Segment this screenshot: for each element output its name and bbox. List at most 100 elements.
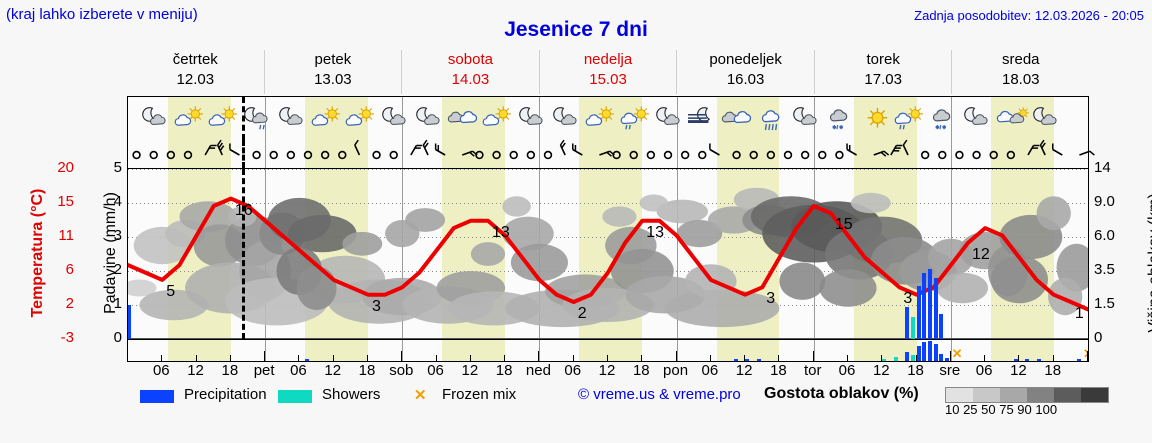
- page-title: Jesenice 7 dni: [504, 18, 648, 41]
- precipitation-bar: [305, 359, 310, 361]
- precipitation-bar: [1013, 359, 1018, 361]
- precipitation-bar: [933, 277, 938, 339]
- day-divider: [265, 140, 267, 168]
- x-axis-label: sob: [389, 362, 414, 379]
- day-header-torek: torek 17.03: [815, 50, 953, 94]
- temperature-tick: -3: [60, 329, 74, 346]
- daylight-band: [168, 340, 231, 361]
- day-divider: [539, 340, 541, 361]
- precipitation-bar: [1036, 359, 1041, 361]
- day-date: 16.03: [726, 71, 765, 88]
- horizontal-gridline: [128, 169, 1088, 170]
- x-axis-label: 06: [838, 362, 856, 379]
- x-axis-tick: [332, 355, 334, 362]
- weather-icon-fog: [688, 97, 722, 140]
- weather-icon-cloud-cloud: [722, 97, 756, 140]
- weather-icon-sun: [859, 97, 893, 140]
- x-axis-tick: [367, 355, 368, 362]
- day-header-ponedeljek: ponedeljek 16.03: [677, 50, 815, 94]
- temperature-value-label: 5: [166, 282, 176, 300]
- precipitation-tick: 1: [113, 295, 122, 312]
- horizontal-gridline: [128, 203, 1088, 204]
- cloud-height-tick: 6.0: [1094, 227, 1115, 244]
- day-header-nedelja: nedelja 15.03: [540, 50, 678, 94]
- density-swatch: [1027, 388, 1054, 402]
- temperature-tick: 6: [65, 261, 74, 278]
- precipitation-bar: [939, 313, 944, 339]
- daylight-band: [853, 140, 917, 168]
- precipitation-bar: [905, 306, 910, 339]
- day-divider: [950, 97, 952, 140]
- x-axis-label: pon: [663, 362, 689, 379]
- x-axis-label: 12: [461, 362, 479, 379]
- temperature-value-label: 3: [903, 290, 913, 308]
- day-date: 18.03: [1001, 71, 1040, 88]
- day-name: sobota: [447, 51, 493, 68]
- x-axis-label: 06: [152, 362, 170, 379]
- x-axis-tick: [195, 355, 197, 362]
- x-axis-tick: [401, 351, 403, 362]
- last-update-label: Zadnja posodobitev: 12.03.2026 - 20:05: [914, 8, 1144, 23]
- copyright-label[interactable]: © vreme.us & vreme.pro: [578, 386, 741, 403]
- day-date: 15.03: [589, 71, 627, 88]
- density-swatch: [1081, 388, 1108, 402]
- x-axis-tick: [264, 351, 266, 362]
- baseline: [128, 338, 1088, 339]
- x-axis-tick: [778, 355, 780, 362]
- x-axis-label: 18: [632, 362, 650, 379]
- precipitation-bar: [1076, 359, 1081, 361]
- x-axis-tick: [469, 355, 471, 362]
- wind-barb-band: [127, 139, 1095, 168]
- x-axis-tick: [298, 355, 300, 362]
- precipitation-tick: 3: [113, 227, 122, 244]
- precipitation-bar: [928, 269, 932, 339]
- x-axis-tick: [641, 355, 643, 362]
- precipitation-bar: [922, 272, 927, 339]
- showers-legend-swatch: [278, 390, 312, 403]
- temperature-value-label: 13: [492, 223, 510, 241]
- day-header-sreda: sreda 18.03: [952, 50, 1089, 94]
- weather-icon-sun-cloud: [311, 97, 345, 140]
- weather-icon-cloud-cloud: [447, 97, 482, 140]
- temperature-curve: [128, 196, 1088, 312]
- day-divider: [676, 169, 678, 339]
- frozen-mix-marker: ✕: [1083, 347, 1088, 360]
- x-axis-label: 12: [872, 362, 890, 379]
- x-axis-label: 06: [427, 362, 444, 379]
- precipitation-bar: [910, 316, 915, 339]
- x-axis-label: 12: [735, 362, 753, 379]
- day-divider: [676, 340, 678, 361]
- temperature-tick: 2: [65, 295, 74, 312]
- daylight-band: [305, 340, 368, 361]
- precipitation-bar: [933, 343, 938, 361]
- x-axis-tick: [538, 351, 540, 362]
- temperature-tick: 11: [58, 227, 74, 244]
- x-axis-label: 12: [324, 362, 342, 379]
- x-axis-tick: [984, 355, 986, 362]
- day-name: sreda: [1001, 51, 1040, 68]
- x-axis-label: 18: [1044, 362, 1062, 379]
- cloud-density-field: [128, 187, 1088, 328]
- cloud-height-tick: 1.5: [1094, 295, 1115, 312]
- x-axis-tick: [949, 351, 951, 362]
- day-name: petek: [314, 51, 352, 68]
- precipitation-bar: [922, 342, 927, 361]
- day-header-četrtek: četrtek 12.03: [127, 50, 265, 94]
- x-axis-tick: [572, 355, 574, 362]
- day-divider: [676, 140, 678, 168]
- weather-icon-sun-cloud-drizzle: [619, 97, 653, 140]
- x-axis-label: 06: [564, 362, 582, 379]
- precip-axis-marker: [128, 305, 131, 339]
- day-divider: [539, 140, 541, 168]
- x-axis-label: ned: [525, 362, 551, 379]
- day-header-petek: petek 13.03: [265, 50, 403, 94]
- wind-barbs: [132, 139, 1095, 160]
- forecast-plot: 5 16 3 13 2 13 3 15 3 12 1: [127, 168, 1089, 340]
- weather-icon-moon-cloud: [517, 97, 551, 140]
- weather-icon-moon-cloud-drizzle: [242, 97, 276, 140]
- density-swatch: [1000, 388, 1027, 402]
- x-axis-tick: [881, 355, 883, 362]
- x-axis-tick: [504, 355, 506, 362]
- temperature-value-label: 1: [1074, 305, 1084, 323]
- precipitation-bar: [756, 359, 761, 361]
